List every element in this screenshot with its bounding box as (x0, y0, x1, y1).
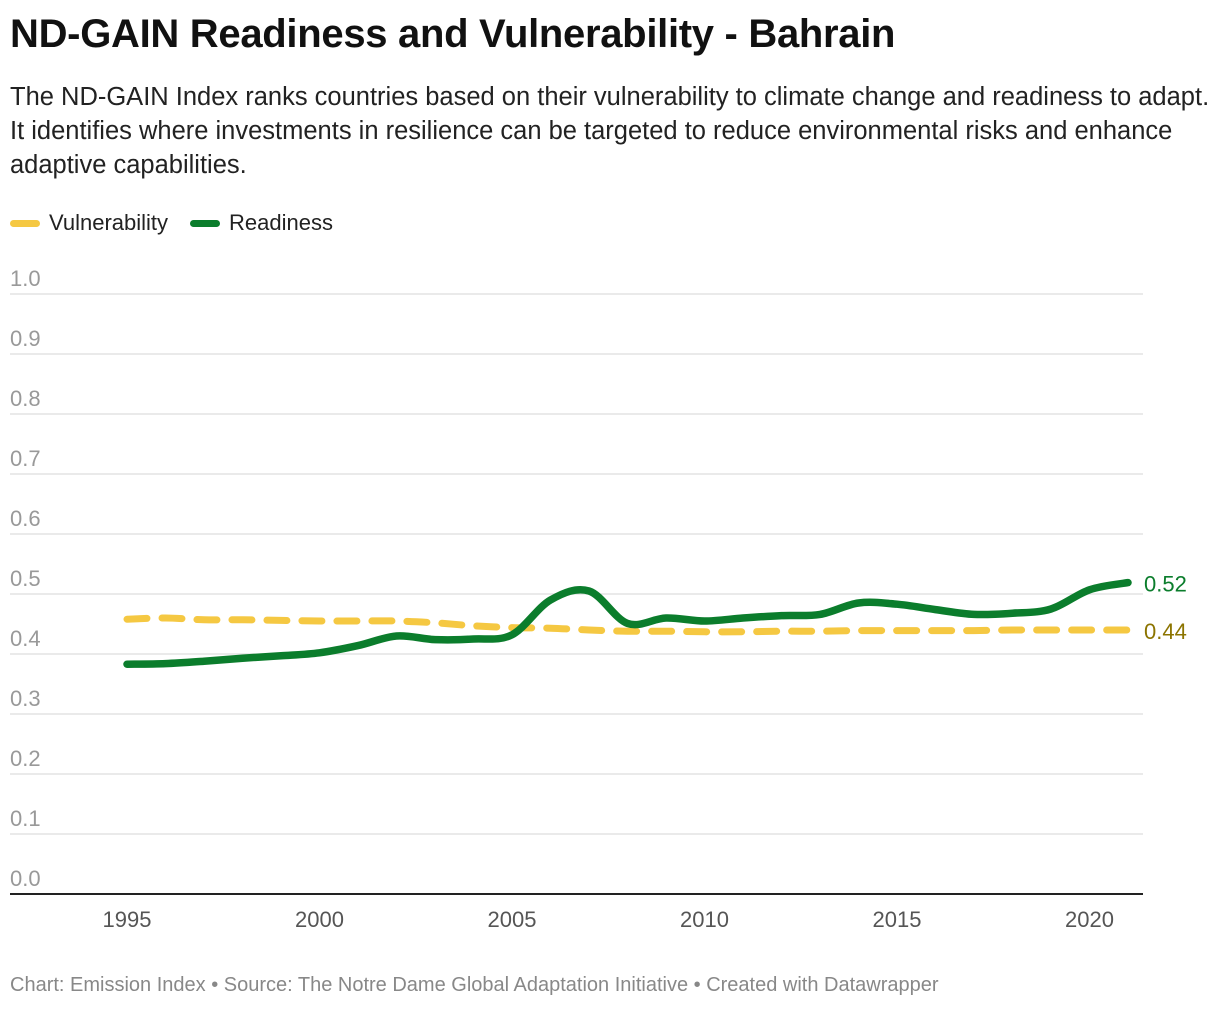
vulnerability-point (971, 628, 977, 634)
vulnerability-point (702, 629, 708, 635)
legend-item-vulnerability: Vulnerability (10, 210, 168, 236)
vulnerability-point (663, 628, 669, 634)
readiness-point (432, 637, 438, 643)
vulnerability-point (817, 628, 823, 634)
readiness-point (509, 632, 515, 638)
x-tick-label: 2010 (680, 907, 729, 932)
legend-item-readiness: Readiness (190, 210, 333, 236)
legend: Vulnerability Readiness (10, 208, 355, 238)
vulnerability-point (355, 618, 361, 624)
readiness-point (779, 613, 785, 619)
vulnerability-point (163, 615, 169, 621)
x-tick-label: 2020 (1065, 907, 1114, 932)
readiness-point (240, 655, 246, 661)
series-line-readiness (123, 578, 1132, 668)
vulnerability-point (625, 628, 631, 634)
y-tick-label: 0.8 (10, 386, 41, 411)
readiness-point (856, 600, 862, 606)
vulnerability-point (894, 628, 900, 634)
readiness-point (317, 650, 323, 656)
vulnerability-point (933, 628, 939, 634)
vulnerability-point (201, 617, 207, 623)
vulnerability-point (586, 627, 592, 633)
y-tick-label: 0.2 (10, 746, 41, 771)
readiness-point (1048, 606, 1054, 612)
readiness-point (1010, 610, 1016, 616)
legend-swatch-readiness (190, 219, 221, 227)
y-tick-label: 0.3 (10, 686, 41, 711)
y-tick-label: 1.0 (10, 266, 41, 291)
readiness-point (394, 633, 400, 639)
readiness-point (625, 620, 631, 626)
readiness-point (278, 653, 284, 659)
vulnerability-point (856, 628, 862, 634)
x-tick-label: 1995 (103, 907, 152, 932)
end-label-readiness: 0.52 (1144, 572, 1187, 597)
vulnerability-point (1125, 627, 1131, 633)
y-tick-label: 0.1 (10, 806, 41, 831)
readiness-point (124, 661, 130, 667)
vulnerability-point (1048, 627, 1054, 633)
readiness-point (201, 658, 207, 664)
x-tick-label: 2015 (873, 907, 922, 932)
y-tick-label: 0.7 (10, 446, 41, 471)
y-tick-label: 0.0 (10, 866, 41, 891)
end-label-vulnerability: 0.44 (1144, 619, 1187, 644)
x-tick-label: 2005 (488, 907, 537, 932)
y-tick-label: 0.6 (10, 506, 41, 531)
readiness-point (1087, 587, 1093, 593)
readiness-point (548, 597, 554, 603)
chart-subtitle: The ND-GAIN Index ranks countries based … (10, 83, 1210, 179)
readiness-point (740, 615, 746, 621)
vulnerability-point (1087, 627, 1093, 633)
readiness-point (1125, 580, 1131, 586)
readiness-point (817, 611, 823, 617)
vulnerability-point (471, 623, 477, 629)
line-chart: 0.0 0.1 0.2 0.3 0.4 0.5 0.6 0.7 0.8 0.9 1.0 1995 200… (10, 266, 1187, 932)
readiness-point (702, 618, 708, 624)
readiness-point (163, 661, 169, 667)
vulnerability-point (1010, 627, 1016, 633)
vulnerability-point (548, 625, 554, 631)
vulnerability-point (779, 628, 785, 634)
vulnerability-point (278, 617, 284, 623)
chart-title: ND-GAIN Readiness and Vulnerability - Ba… (10, 12, 896, 56)
readiness-point (933, 607, 939, 613)
vulnerability-point (394, 618, 400, 624)
legend-label-readiness: Readiness (229, 210, 333, 235)
vulnerability-point (240, 617, 246, 623)
y-tick-label: 0.9 (10, 326, 41, 351)
vulnerability-point (432, 620, 438, 626)
readiness-point (971, 611, 977, 617)
readiness-point (355, 643, 361, 649)
y-tick-label: 0.5 (10, 566, 41, 591)
y-tick-label: 0.4 (10, 626, 41, 651)
series-line-vulnerability (123, 614, 1132, 636)
readiness-point (586, 588, 592, 594)
chart-footer: Chart: Emission Index • Source: The Notr… (10, 974, 939, 996)
vulnerability-point (124, 616, 130, 622)
legend-label-vulnerability: Vulnerability (49, 210, 169, 235)
readiness-point (663, 615, 669, 621)
x-tick-label: 2000 (295, 907, 344, 932)
legend-swatch-vulnerability (10, 219, 40, 227)
vulnerability-point (740, 629, 746, 635)
readiness-point (894, 601, 900, 607)
vulnerability-point (317, 618, 323, 624)
readiness-point (471, 636, 477, 642)
